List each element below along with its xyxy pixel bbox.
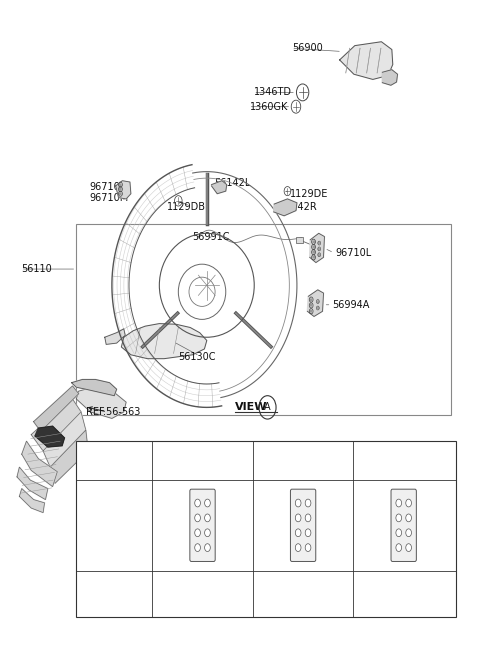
Polygon shape <box>307 290 324 316</box>
Circle shape <box>406 544 411 552</box>
Polygon shape <box>76 387 126 419</box>
Text: 56142R: 56142R <box>279 202 317 212</box>
Text: 56900: 56900 <box>292 43 323 53</box>
Polygon shape <box>121 324 207 359</box>
Circle shape <box>305 514 311 522</box>
Circle shape <box>406 499 411 507</box>
Polygon shape <box>72 379 117 396</box>
Polygon shape <box>340 42 393 79</box>
Text: 96710M: 96710M <box>90 193 129 202</box>
Circle shape <box>396 544 402 552</box>
Text: 56130C: 56130C <box>179 352 216 362</box>
Bar <box>76 441 456 616</box>
Text: 56110: 56110 <box>21 264 51 274</box>
Text: 96700-0W100
96700-0W101: 96700-0W100 96700-0W101 <box>376 584 432 604</box>
Text: VIEW: VIEW <box>235 402 268 413</box>
Circle shape <box>305 529 311 536</box>
Circle shape <box>204 544 210 552</box>
FancyBboxPatch shape <box>391 489 416 561</box>
Text: 1346TD: 1346TD <box>254 87 292 98</box>
Circle shape <box>406 529 411 536</box>
Text: 96710L: 96710L <box>335 248 371 258</box>
Polygon shape <box>31 398 81 451</box>
Polygon shape <box>105 329 125 345</box>
Circle shape <box>396 499 402 507</box>
Text: 56991C: 56991C <box>192 232 230 242</box>
Circle shape <box>195 499 201 507</box>
Circle shape <box>295 514 301 522</box>
Polygon shape <box>116 181 131 199</box>
Text: 1129DB: 1129DB <box>167 202 205 212</box>
Text: 96710M: 96710M <box>384 455 423 466</box>
Polygon shape <box>17 467 48 500</box>
Circle shape <box>396 514 402 522</box>
Bar <box>296 236 303 243</box>
Text: 96710R: 96710R <box>90 182 127 192</box>
Text: 96700-2B200: 96700-2B200 <box>276 590 330 598</box>
Bar <box>76 223 451 415</box>
Circle shape <box>195 544 201 552</box>
Circle shape <box>295 544 301 552</box>
Text: 1129DE: 1129DE <box>290 189 328 198</box>
Polygon shape <box>34 386 79 432</box>
Circle shape <box>295 499 301 507</box>
Text: 56994A: 56994A <box>333 300 370 310</box>
Polygon shape <box>22 441 57 487</box>
Circle shape <box>406 514 411 522</box>
Text: 96710L: 96710L <box>184 455 221 466</box>
Text: REF.56-563: REF.56-563 <box>86 407 140 417</box>
Text: ILLUST: ILLUST <box>98 520 131 531</box>
Circle shape <box>195 529 201 536</box>
Circle shape <box>295 529 301 536</box>
Text: KEY NO.: KEY NO. <box>95 455 134 466</box>
Text: 1360GK: 1360GK <box>250 102 288 112</box>
Polygon shape <box>274 199 297 215</box>
Circle shape <box>396 529 402 536</box>
Circle shape <box>305 499 311 507</box>
Text: 96710R: 96710R <box>284 455 322 466</box>
FancyBboxPatch shape <box>190 489 215 561</box>
Polygon shape <box>383 69 397 85</box>
Polygon shape <box>19 489 45 513</box>
Text: 96700-0W000
96700-0W001: 96700-0W000 96700-0W001 <box>175 584 230 604</box>
Circle shape <box>305 544 311 552</box>
FancyBboxPatch shape <box>290 489 316 561</box>
Circle shape <box>204 499 210 507</box>
Text: 56142L: 56142L <box>214 178 250 189</box>
Text: P/NO: P/NO <box>102 589 126 599</box>
Circle shape <box>204 529 210 536</box>
Polygon shape <box>50 430 88 483</box>
Polygon shape <box>212 181 227 194</box>
Polygon shape <box>43 412 86 467</box>
Circle shape <box>195 514 201 522</box>
Polygon shape <box>310 233 324 263</box>
Polygon shape <box>35 426 64 447</box>
Circle shape <box>204 514 210 522</box>
Text: A: A <box>264 402 271 413</box>
